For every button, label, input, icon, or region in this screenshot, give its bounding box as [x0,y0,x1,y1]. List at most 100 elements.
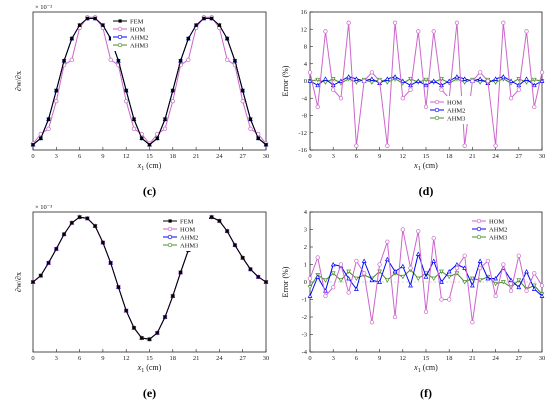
x-tick-label: 18 [170,153,177,160]
y-tick-label: -4 [302,349,308,356]
x-tick-label: 6 [355,153,359,160]
y-axis-label: ∂w/∂x [14,272,23,292]
point-hom [439,297,444,302]
point-ahm2 [392,268,398,274]
y-axis-label: ∂w/∂x [14,71,23,91]
y-axis-label: Error (%) [281,65,290,96]
point-hom [307,276,313,281]
point-hom [385,239,390,244]
point-ahm2 [423,82,429,88]
point-hom [131,126,137,131]
y-tick-label: 1 [304,262,307,269]
point-fem [109,36,113,41]
x-tick-label: 9 [378,355,381,362]
point-hom [423,309,429,314]
point-ahm2 [539,293,545,298]
y-exponent: × 10⁻³ [35,204,52,211]
x-tick-label: 30 [263,153,270,160]
point-fem [78,23,82,27]
x-tick-label: 24 [216,355,223,362]
point-ahm2 [361,258,367,263]
point-hom [501,20,506,25]
point-hom [400,96,405,101]
panel-c: 0 3 6 9 12 15 18 21 24 27 30 × 10⁻² ∂w/∂x x1 (cm) (c) F… [14,4,269,198]
point-fem [241,256,245,260]
y-tick-label: -12 [298,130,307,137]
point-fem [62,59,66,63]
point-fem [140,136,144,140]
point-fem [78,215,82,219]
x-axis-label-var: x [413,363,418,372]
x-tick-label: 15 [423,153,430,160]
point-hom [408,87,413,92]
y-tick-label: 16 [301,9,308,16]
point-hom [315,104,320,110]
point-hom [431,236,436,241]
point-fem [264,143,268,147]
x-tick-label: 30 [539,355,546,362]
point-ahm2 [516,284,522,290]
point-fem [116,285,121,289]
point-hom [462,253,467,258]
point-hom [454,265,460,271]
point-hom [248,126,253,131]
point-fem [202,16,206,20]
x-axis-label: x1 (cm) [413,363,438,374]
point-hom [315,255,320,260]
point-fem [85,216,89,220]
x-tick-label: 9 [101,355,104,362]
point-fem [70,221,74,225]
x-axis-label-sub: 1 [141,166,144,172]
point-ahm2 [354,76,359,81]
point-ahm2 [431,78,437,83]
point-hom [162,126,168,131]
point-ahm3 [384,80,390,85]
point-ahm3 [500,280,506,285]
point-hom [186,57,191,62]
x-tick-label: 21 [193,153,200,160]
point-ahm2 [524,76,529,81]
y-tick-label: 2 [304,244,307,251]
legend-label: FEM [180,218,194,225]
panel-label: (c) [143,184,156,198]
point-ahm3 [354,80,359,85]
point-hom [539,283,545,288]
y-axis-label: Error (%) [281,266,290,297]
point-hom [369,320,375,325]
y-tick-label: -3 [302,332,307,339]
point-fem [186,36,190,41]
point-hom [493,143,498,148]
legend-label: AHM2 [489,226,507,233]
x-tick-label: 24 [492,355,499,362]
legend-marker [168,219,172,223]
point-fem [163,315,167,319]
point-ahm2 [477,76,483,81]
point-ahm2 [369,76,375,81]
point-fem [46,261,51,265]
point-hom [416,229,421,234]
y-tick-label: 0 [304,78,307,85]
x-tick-label: 30 [263,355,270,362]
point-ahm3 [354,276,359,282]
series-line-fem [32,216,267,340]
x-tick-label: 3 [55,355,58,362]
point-ahm2 [369,277,375,283]
point-ahm2 [439,279,444,284]
point-hom [323,29,328,34]
point-ahm3 [462,80,468,85]
point-hom [307,70,313,75]
point-hom [508,96,514,101]
x-axis-label-sub: 1 [418,166,421,172]
x-tick-label: 15 [423,355,430,362]
point-hom [392,314,398,320]
point-hom [400,227,405,232]
legend-marker [117,42,123,48]
point-ahm3 [516,278,522,283]
point-ahm2 [454,74,460,79]
panel-label: (e) [143,386,156,400]
point-hom [361,78,367,84]
legend-marker [167,242,173,248]
point-fem [140,336,144,340]
point-ahm2 [524,268,529,274]
